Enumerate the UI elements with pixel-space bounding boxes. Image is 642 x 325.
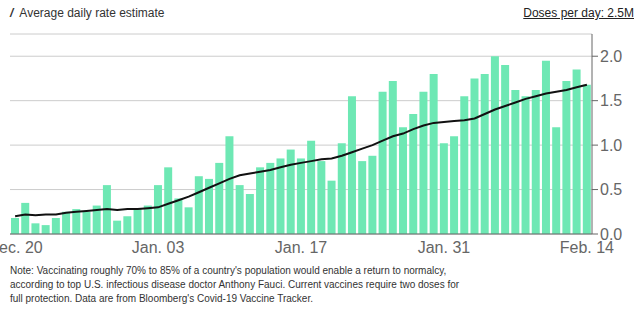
svg-text:1.0: 1.0 bbox=[600, 137, 622, 154]
svg-text:Dec. 20: Dec. 20 bbox=[8, 239, 43, 256]
html-text:Note: Vaccinating roughly 70%: Note: Vaccinating roughly 70% to 85% of … bbox=[10, 265, 460, 304]
svg-text:Jan. 31: Jan. 31 bbox=[418, 239, 471, 256]
svg-text:Feb. 14: Feb. 14 bbox=[559, 239, 614, 257]
svg-text:0.5: 0.5 bbox=[600, 181, 622, 198]
html-text:Doses per day: 2.5M: Doses per day: 2.5M bbox=[523, 6, 634, 20]
svg-text:1.5: 1.5 bbox=[600, 92, 622, 109]
svg-text:Jan. 03: Jan. 03 bbox=[132, 239, 185, 256]
html-text:Average daily rate estimate: Average daily rate estimate bbox=[19, 6, 165, 20]
svg-text:0.0: 0.0 bbox=[600, 226, 622, 243]
svg-text:Jan. 17: Jan. 17 bbox=[275, 239, 328, 256]
svg-text:2.0: 2.0 bbox=[600, 48, 622, 65]
